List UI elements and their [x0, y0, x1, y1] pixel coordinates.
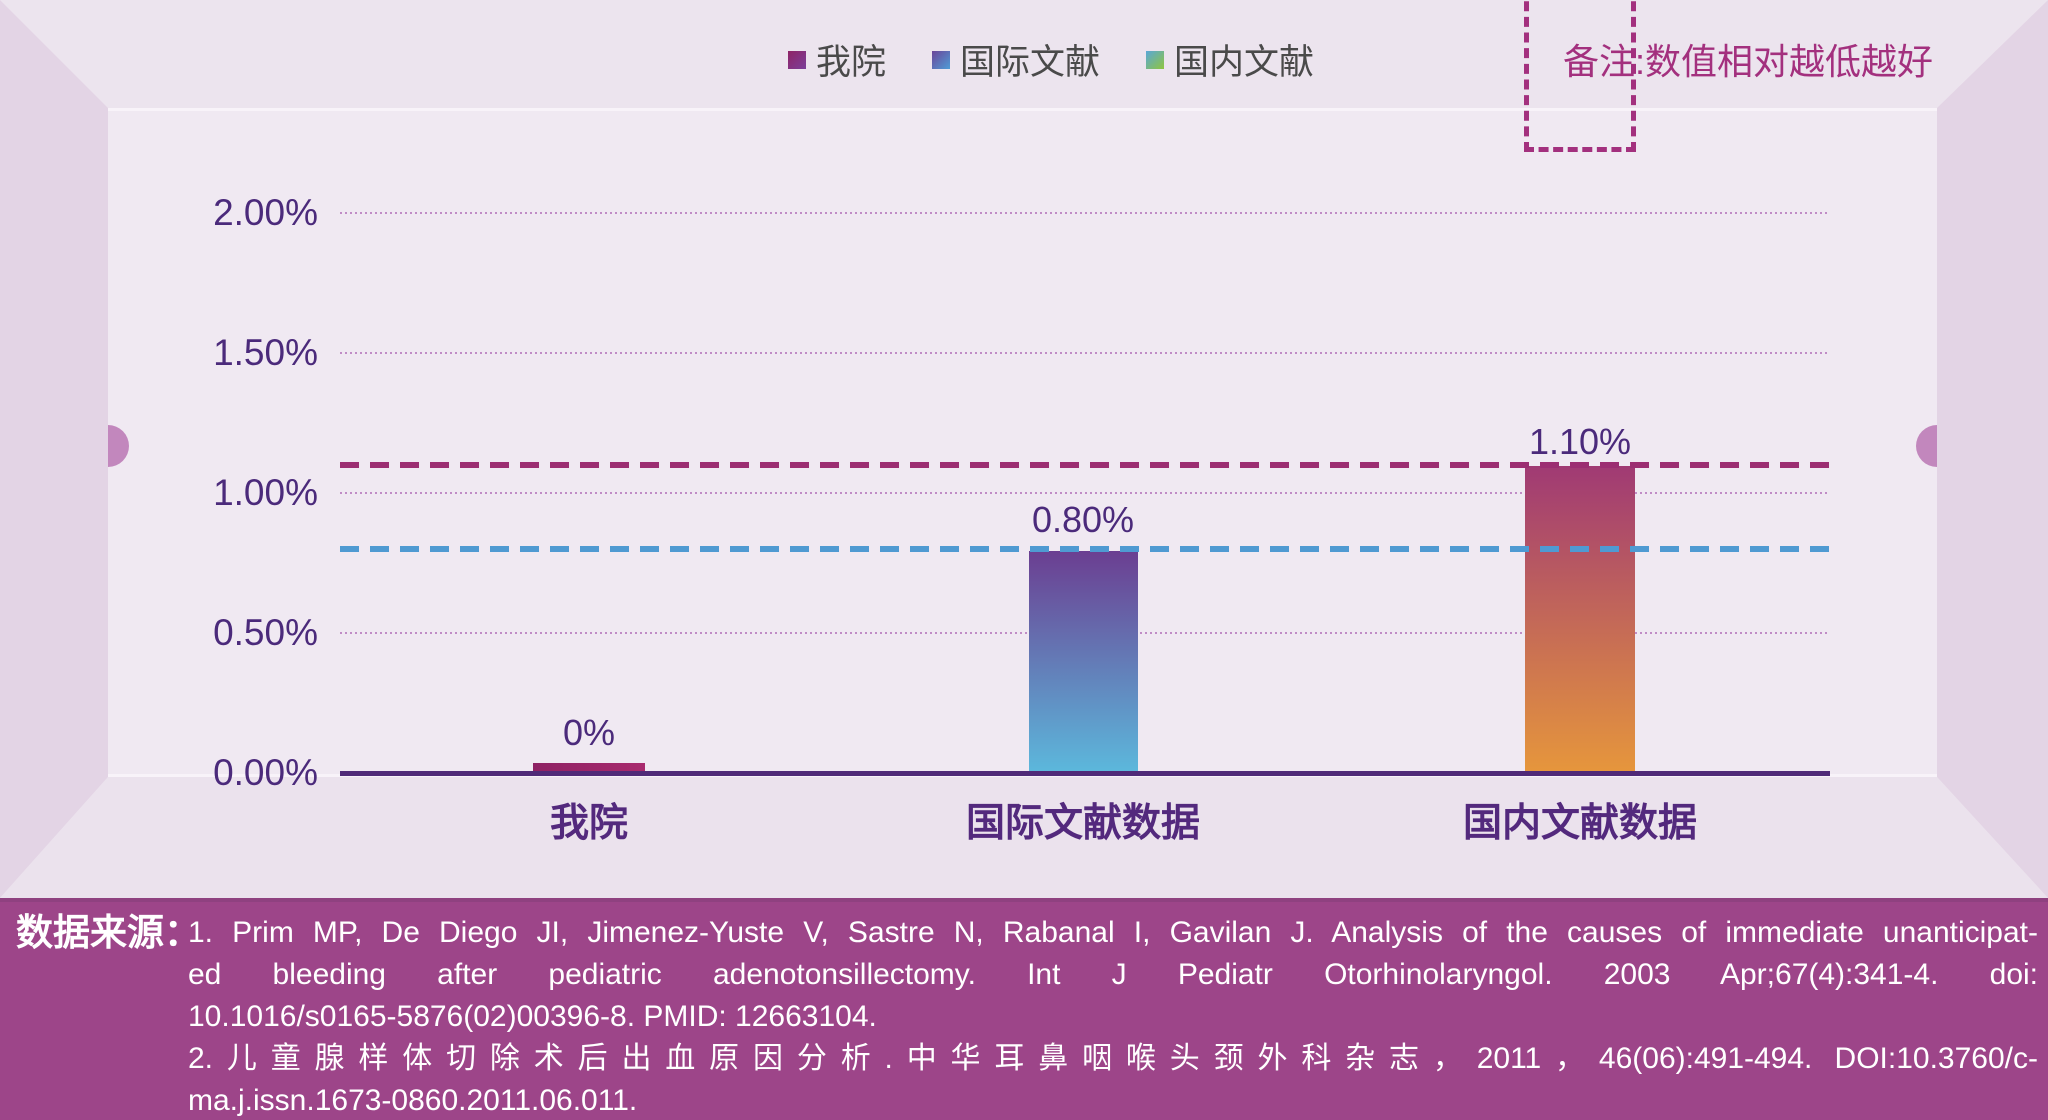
- refline-domestic-1.10: [340, 462, 1830, 468]
- source-line-1: 1. Prim MP, De Diego JI, Jimenez-Yuste V…: [188, 916, 2038, 949]
- category-label-international: 国际文献数据: [965, 802, 1200, 845]
- right-edge-half-circle: [1916, 425, 1937, 467]
- chart-legend: 我院 国际文献 国内文献: [788, 34, 1314, 85]
- ytick-1.00: 1.00%: [213, 472, 318, 513]
- source-line-4: 2.儿童腺样体切除术后出血原因分析.中华耳鼻咽喉头颈外科杂志，2011，46(0…: [188, 1042, 2038, 1075]
- ytick-0.00: 0.00%: [213, 752, 318, 793]
- value-label-domestic: 1.10%: [1528, 421, 1632, 462]
- refline-international-0.80: [340, 546, 1830, 552]
- legend-swatch-international: [932, 50, 951, 69]
- note-dashed-box: [1524, 0, 1636, 152]
- gridline-1.50: [340, 352, 1830, 354]
- source-label: 数据来源：: [16, 912, 201, 953]
- category-label-hospital: 我院: [549, 802, 628, 845]
- left-edge-half-circle: [108, 425, 129, 467]
- gridline-1.00: [340, 492, 1830, 494]
- ytick-1.50: 1.50%: [213, 332, 318, 373]
- category-label-domestic: 国内文献数据: [1462, 802, 1697, 845]
- source-line-3: 10.1016/s0165-5876(02)00396-8. PMID: 126…: [188, 1000, 877, 1033]
- legend-label-domestic: 国内文献: [1174, 43, 1315, 82]
- legend-swatch-domestic: [1146, 50, 1165, 69]
- bar-international: [1029, 551, 1138, 772]
- ytick-0.50: 0.50%: [213, 612, 318, 653]
- note-text: 备注:数值相对越低越好: [1563, 41, 1934, 82]
- x-axis-line: [340, 771, 1830, 776]
- legend-label-international: 国际文献: [960, 43, 1101, 82]
- legend-item-international: 国际文献: [932, 34, 1100, 85]
- bar-hospital: [533, 763, 645, 772]
- bar-domestic: [1525, 466, 1635, 772]
- source-line-2: ed bleeding after pediatric adenotonsill…: [188, 958, 2038, 991]
- source-references: 1. Prim MP, De Diego JI, Jimenez-Yuste V…: [188, 912, 2038, 1120]
- source-band: 数据来源： 1. Prim MP, De Diego JI, Jimenez-Y…: [0, 898, 2048, 1120]
- value-label-hospital: 0%: [562, 712, 616, 753]
- legend-label-hospital: 我院: [816, 43, 887, 82]
- gridline-2.00: [340, 212, 1830, 214]
- ytick-2.00: 2.00%: [213, 192, 318, 233]
- legend-swatch-hospital: [788, 50, 806, 69]
- value-label-international: 0.80%: [1031, 499, 1135, 540]
- legend-item-hospital: 我院: [788, 34, 886, 85]
- legend-item-domestic: 国内文献: [1146, 34, 1314, 85]
- source-line-5: ma.j.issn.1673-0860.2011.06.011.: [188, 1084, 638, 1117]
